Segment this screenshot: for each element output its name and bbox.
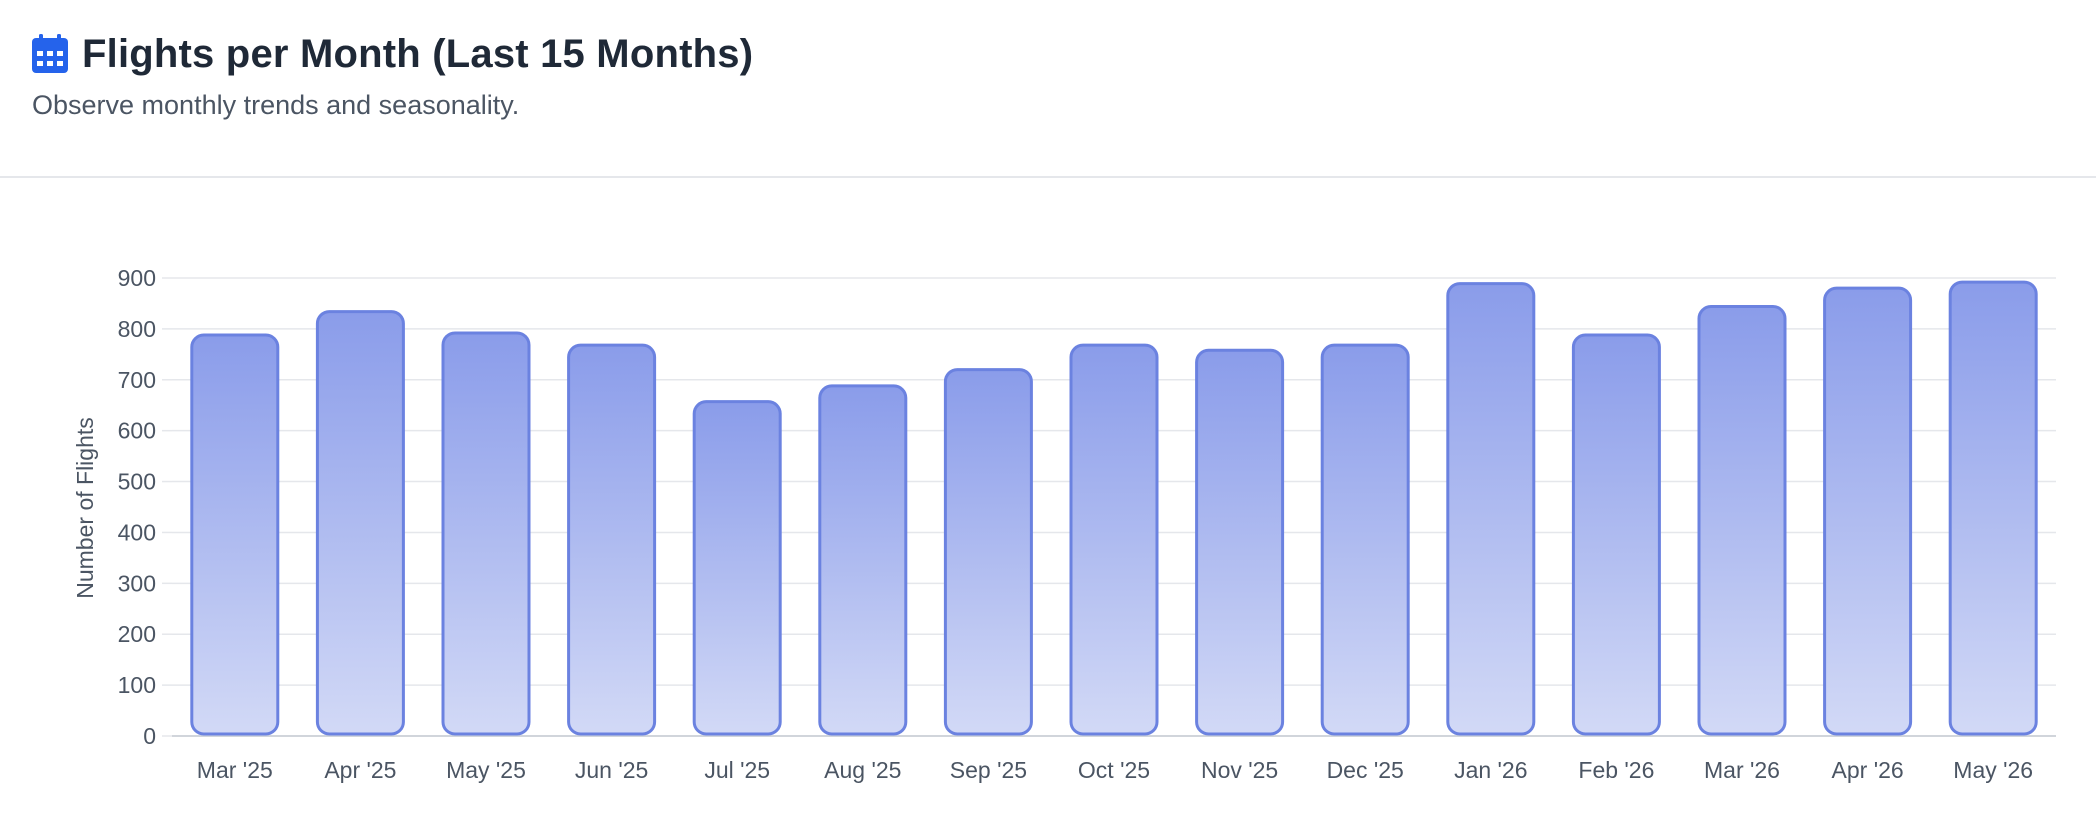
- bar-sep-25[interactable]: [943, 368, 1033, 736]
- page-subtitle: Observe monthly trends and seasonality.: [32, 90, 520, 120]
- x-tick-label: Jun '25: [575, 757, 648, 783]
- x-tick-label: Mar '26: [1704, 757, 1780, 783]
- bar-mar-26[interactable]: [1697, 304, 1787, 736]
- x-tick-label: Aug '25: [824, 757, 901, 783]
- x-tick-label: Jan '26: [1454, 757, 1527, 783]
- header-divider: [0, 176, 2096, 178]
- bar-nov-25[interactable]: [1195, 348, 1285, 736]
- y-tick-label: 400: [118, 519, 156, 545]
- bar-apr-25[interactable]: [315, 310, 405, 736]
- x-tick-label: Nov '25: [1201, 757, 1278, 783]
- bar-oct-25[interactable]: [1069, 343, 1159, 736]
- card-header: Flights per Month (Last 15 Months) Obser…: [32, 28, 2032, 121]
- x-tick-label: Apr '26: [1832, 757, 1904, 783]
- bar-aug-25[interactable]: [818, 384, 908, 736]
- bar-may-25[interactable]: [441, 331, 531, 736]
- x-tick-label: Dec '25: [1327, 757, 1404, 783]
- calendar-icon: [32, 34, 68, 74]
- y-tick-label: 800: [118, 316, 156, 342]
- y-tick-labels: 0 100 200 300 400 500 600 700 800 900: [118, 265, 156, 749]
- bar-chart: 0 100 200 300 400 500 600 700 800 900 Mar '25 Apr …: [72, 265, 2056, 783]
- y-tick-label: 600: [118, 418, 156, 444]
- y-tick-label: 900: [118, 265, 156, 291]
- x-tick-label: Mar '25: [197, 757, 273, 783]
- bar-jul-25[interactable]: [692, 400, 782, 736]
- title-row: Flights per Month (Last 15 Months): [32, 28, 2032, 80]
- bar-jan-26[interactable]: [1446, 282, 1536, 736]
- bar-jun-25[interactable]: [567, 343, 657, 736]
- bar-may-26[interactable]: [1948, 280, 2038, 736]
- bars: [190, 280, 2038, 736]
- y-tick-label: 500: [118, 469, 156, 495]
- bar-mar-25[interactable]: [190, 333, 280, 736]
- x-tick-label: May '26: [1953, 757, 2033, 783]
- y-tick-label: 300: [118, 570, 156, 596]
- y-tick-label: 200: [118, 621, 156, 647]
- y-tick-label: 700: [118, 367, 156, 393]
- x-tick-label: Oct '25: [1078, 757, 1150, 783]
- y-axis-label: Number of Flights: [72, 417, 98, 599]
- x-tick-label: Sep '25: [950, 757, 1027, 783]
- x-tick-label: Jul '25: [704, 757, 770, 783]
- chart-area: 0 100 200 300 400 500 600 700 800 900 Mar '25 Apr …: [0, 178, 2096, 826]
- x-tick-label: Apr '25: [324, 757, 396, 783]
- x-tick-label: May '25: [446, 757, 526, 783]
- bar-dec-25[interactable]: [1320, 343, 1410, 736]
- page-title: Flights per Month (Last 15 Months): [82, 31, 754, 76]
- bar-apr-26[interactable]: [1823, 286, 1913, 736]
- y-tick-label: 0: [143, 723, 156, 749]
- bar-feb-26[interactable]: [1571, 333, 1661, 736]
- x-tick-label: Feb '26: [1578, 757, 1654, 783]
- y-tick-label: 100: [118, 672, 156, 698]
- x-tick-labels: Mar '25 Apr '25 May '25 Jun '25 Jul '25 Aug '…: [197, 757, 2033, 783]
